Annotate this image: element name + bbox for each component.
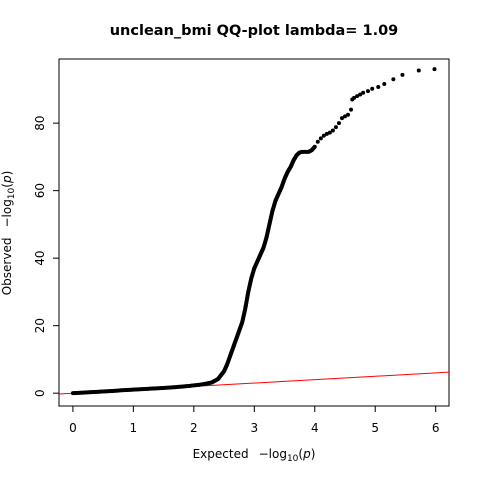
x-axis-label-close: ): [311, 447, 316, 461]
y-axis-label-log: log: [0, 199, 14, 217]
chart-title: unclean_bmi QQ-plot lambda= 1.09: [110, 23, 399, 39]
data-point: [334, 125, 338, 129]
x-tick-label: 2: [190, 421, 198, 435]
y-axis-label-prefix: Observed: [0, 238, 14, 296]
svg-text:Observed−log10(p): Observed−log10(p): [0, 171, 17, 296]
y-axis-ticks: 0 20 40 60 80: [33, 115, 59, 396]
x-tick-label: 3: [250, 421, 258, 435]
y-tick-label: 60: [33, 183, 47, 198]
data-point: [400, 73, 404, 77]
y-axis-label-minus: −: [0, 217, 14, 227]
data-point: [319, 136, 323, 140]
y-axis-label-base: 10: [7, 187, 17, 199]
x-tick-label: 4: [311, 421, 319, 435]
x-axis-label-prefix: Expected: [193, 447, 249, 461]
x-tick-label: 1: [130, 421, 138, 435]
data-point: [346, 113, 350, 117]
data-point: [417, 68, 421, 72]
y-tick-label: 80: [33, 115, 47, 130]
data-point: [432, 67, 436, 71]
y-tick-label: 40: [33, 251, 47, 266]
x-axis-label-log: log: [269, 447, 287, 461]
data-point: [313, 145, 317, 149]
x-axis-label-base: 10: [287, 454, 299, 464]
data-point: [370, 87, 374, 91]
x-axis-ticks: 0 1 2 3 4 5 6: [69, 406, 439, 435]
y-axis-label-close: ): [0, 171, 14, 176]
data-point: [331, 129, 335, 133]
data-point: [366, 89, 370, 93]
x-tick-label: 0: [69, 421, 77, 435]
data-point: [316, 140, 320, 144]
data-points-group: [71, 67, 437, 395]
plot-frame: [59, 59, 449, 406]
data-point: [349, 108, 353, 112]
y-axis-label: Observed−log10(p): [0, 171, 17, 296]
y-tick-label: 20: [33, 318, 47, 333]
data-point: [337, 121, 341, 125]
data-point: [361, 91, 365, 95]
x-tick-label: 6: [432, 421, 440, 435]
x-tick-label: 5: [371, 421, 379, 435]
svg-text:Expected−log10(p): Expected −log10(p): [193, 447, 316, 464]
x-axis-label-minus: −: [259, 447, 269, 461]
data-point: [382, 82, 386, 86]
data-point: [376, 85, 380, 89]
y-tick-label: 0: [33, 389, 47, 397]
x-axis-label: Expected −log10(p): [193, 447, 316, 464]
data-point: [391, 77, 395, 81]
